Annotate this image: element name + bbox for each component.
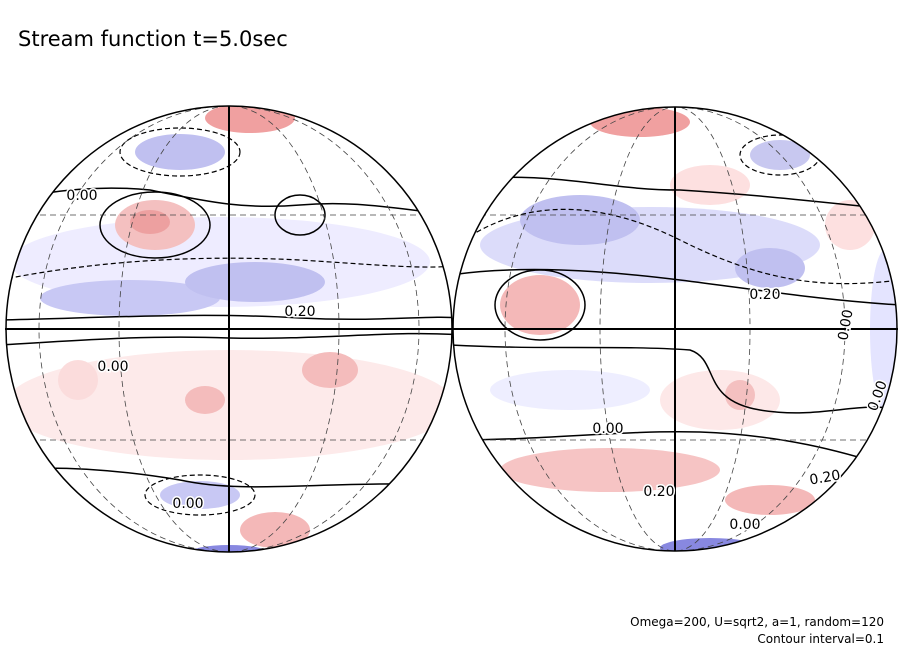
contour-label: 0.20: [643, 484, 674, 500]
footnote: Omega=200, U=sqrt2, a=1, random=120: [630, 615, 884, 629]
contour-label: 0.00: [729, 517, 760, 533]
contour-label: 0.00: [592, 421, 623, 437]
contour-label: 0.00: [97, 359, 128, 375]
contour-label: 0.20: [749, 287, 780, 303]
contour-label: 0.00: [172, 496, 203, 512]
contour-label: 0.20: [284, 304, 315, 320]
axes-lines: [5, 106, 898, 552]
title: Stream function t=5.0sec: [18, 27, 288, 51]
footnote: Contour interval=0.1: [757, 632, 884, 646]
contour-labels: 0.000.200.000.000.200.000.000.000.200.20…: [65, 187, 892, 535]
contour-label: 0.00: [66, 188, 97, 204]
